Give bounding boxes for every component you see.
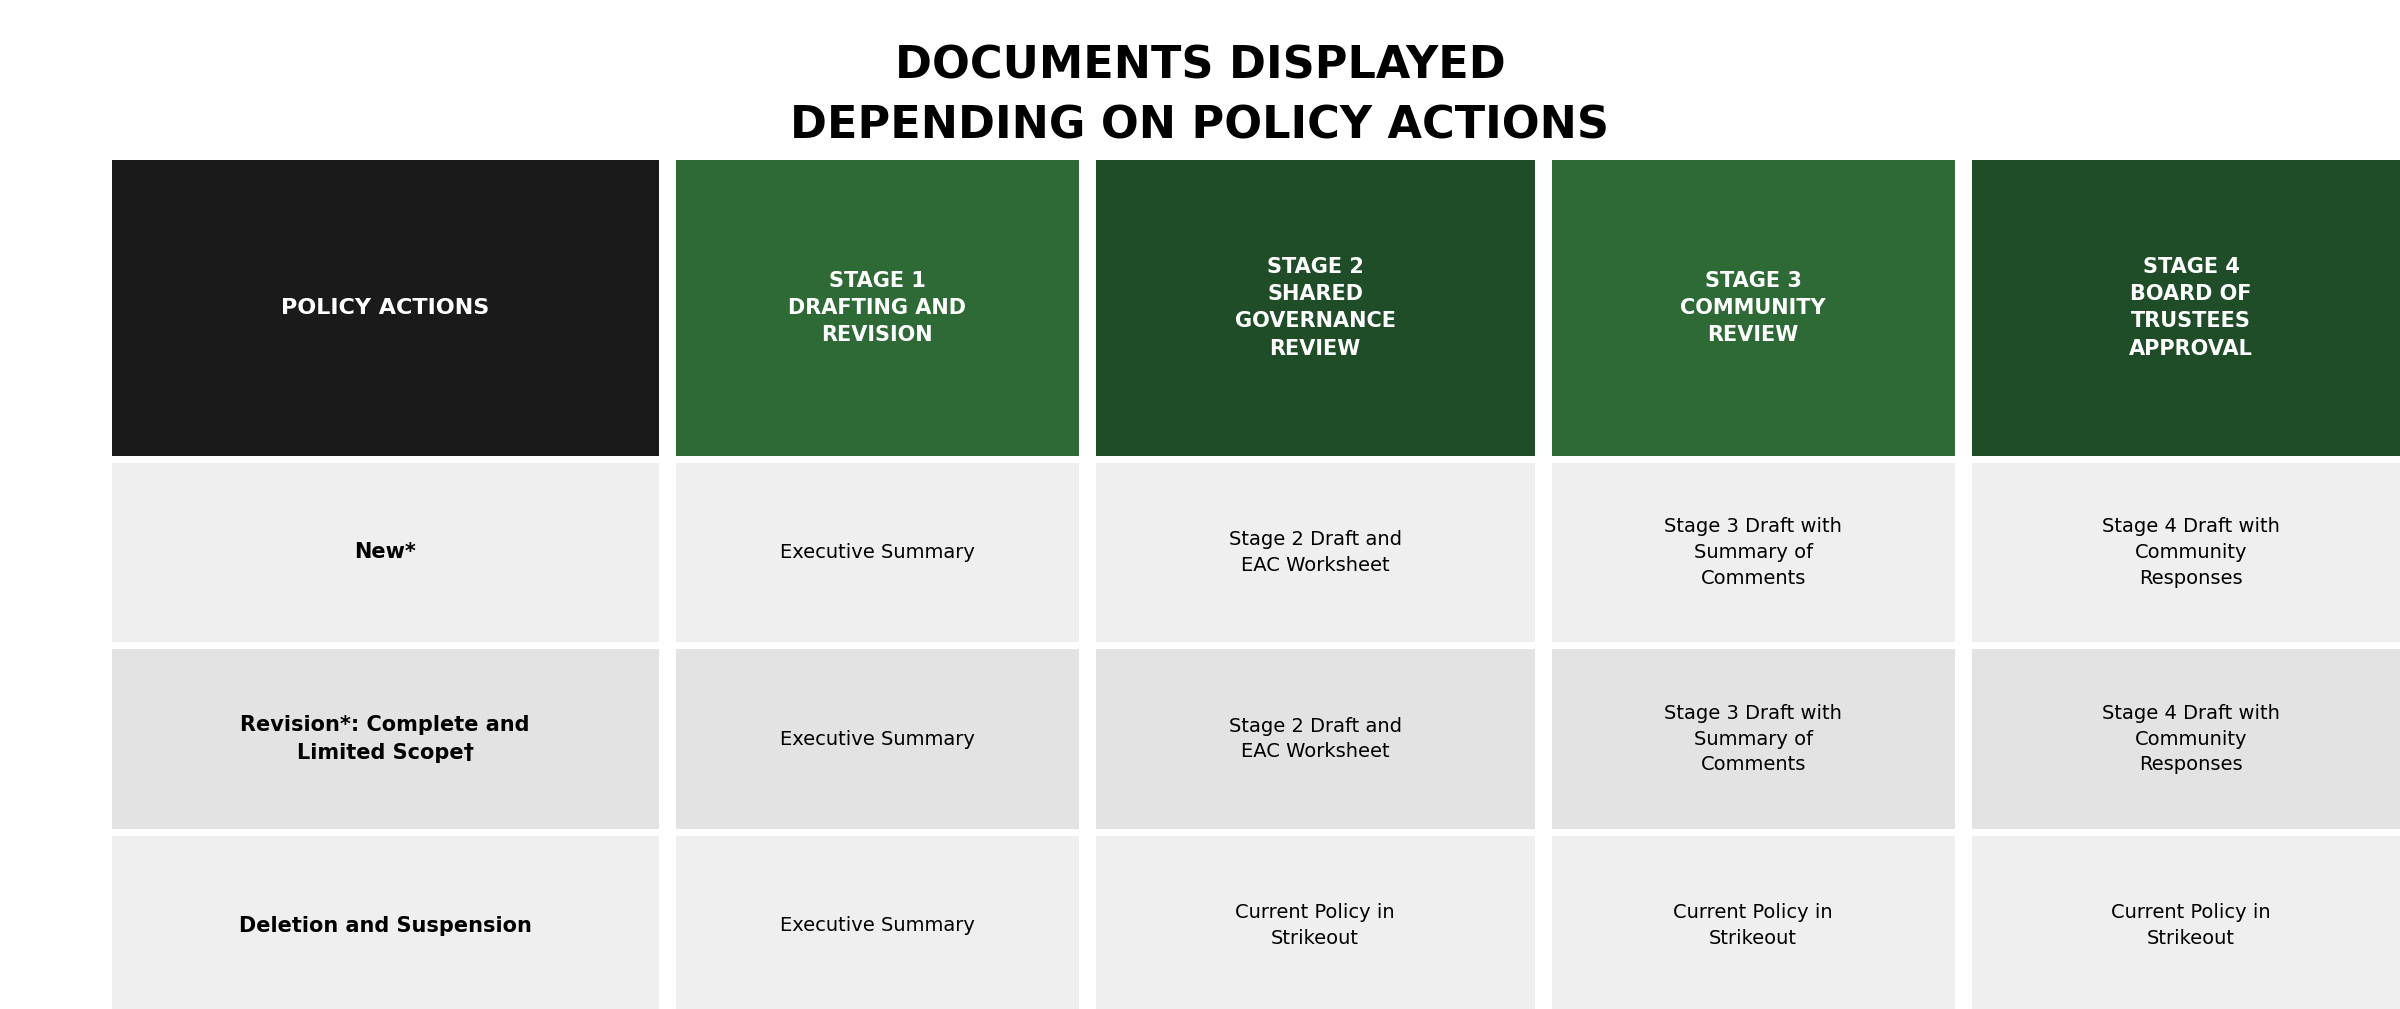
FancyBboxPatch shape (1550, 160, 1954, 456)
FancyBboxPatch shape (1094, 835, 1536, 1009)
FancyBboxPatch shape (677, 650, 1080, 829)
FancyBboxPatch shape (1550, 835, 1954, 1009)
Text: Stage 3 Draft with
Summary of
Comments: Stage 3 Draft with Summary of Comments (1663, 518, 1843, 587)
Text: Stage 4 Draft with
Community
Responses: Stage 4 Draft with Community Responses (2102, 518, 2280, 587)
Text: Stage 3 Draft with
Summary of
Comments: Stage 3 Draft with Summary of Comments (1663, 704, 1843, 774)
Text: New*: New* (355, 543, 415, 562)
Text: Executive Summary: Executive Summary (780, 916, 974, 935)
Text: STAGE 3
COMMUNITY
REVIEW: STAGE 3 COMMUNITY REVIEW (1680, 270, 1826, 345)
Text: Revision*: Complete and
Limited Scope†: Revision*: Complete and Limited Scope† (240, 715, 530, 763)
FancyBboxPatch shape (1973, 835, 2400, 1009)
Text: POLICY ACTIONS: POLICY ACTIONS (281, 298, 490, 318)
Text: DEPENDING ON POLICY ACTIONS: DEPENDING ON POLICY ACTIONS (790, 105, 1610, 147)
FancyBboxPatch shape (110, 463, 658, 643)
FancyBboxPatch shape (1094, 160, 1536, 456)
Text: STAGE 4
BOARD OF
TRUSTEES
APPROVAL: STAGE 4 BOARD OF TRUSTEES APPROVAL (2129, 257, 2254, 358)
FancyBboxPatch shape (1094, 650, 1536, 829)
FancyBboxPatch shape (110, 160, 658, 456)
Text: Current Policy in
Strikeout: Current Policy in Strikeout (2112, 903, 2270, 948)
Text: Deletion and Suspension: Deletion and Suspension (238, 916, 533, 935)
FancyBboxPatch shape (1550, 463, 1954, 643)
FancyBboxPatch shape (1973, 463, 2400, 643)
Text: Executive Summary: Executive Summary (780, 543, 974, 562)
FancyBboxPatch shape (110, 835, 658, 1009)
Text: Current Policy in
Strikeout: Current Policy in Strikeout (1236, 903, 1394, 948)
Text: Stage 4 Draft with
Community
Responses: Stage 4 Draft with Community Responses (2102, 704, 2280, 774)
FancyBboxPatch shape (110, 650, 658, 829)
Text: STAGE 2
SHARED
GOVERNANCE
REVIEW: STAGE 2 SHARED GOVERNANCE REVIEW (1234, 257, 1397, 358)
FancyBboxPatch shape (677, 463, 1080, 643)
Text: Stage 2 Draft and
EAC Worksheet: Stage 2 Draft and EAC Worksheet (1229, 716, 1402, 762)
FancyBboxPatch shape (1973, 160, 2400, 456)
Text: Executive Summary: Executive Summary (780, 730, 974, 749)
FancyBboxPatch shape (677, 160, 1080, 456)
Text: STAGE 1
DRAFTING AND
REVISION: STAGE 1 DRAFTING AND REVISION (787, 270, 967, 345)
FancyBboxPatch shape (1550, 650, 1954, 829)
Text: DOCUMENTS DISPLAYED: DOCUMENTS DISPLAYED (895, 44, 1505, 87)
Text: Stage 2 Draft and
EAC Worksheet: Stage 2 Draft and EAC Worksheet (1229, 530, 1402, 575)
Text: Current Policy in
Strikeout: Current Policy in Strikeout (1673, 903, 1834, 948)
FancyBboxPatch shape (1973, 650, 2400, 829)
FancyBboxPatch shape (677, 835, 1080, 1009)
FancyBboxPatch shape (1094, 463, 1536, 643)
